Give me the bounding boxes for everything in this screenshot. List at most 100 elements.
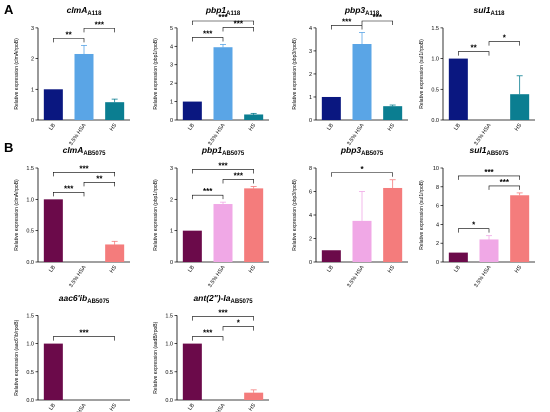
x-tick-label: LB (453, 122, 462, 131)
significance-bracket (331, 25, 363, 30)
x-tick-label: LB (453, 264, 462, 273)
significance-label: ** (96, 174, 103, 183)
y-axis-label: Relative expression (aac6'ib/rpoB) (14, 319, 20, 395)
significance-bracket (53, 38, 85, 43)
bar-1 (448, 58, 468, 120)
y-tick-label: 0.5 (165, 370, 173, 376)
y-tick-label: 1 (309, 95, 312, 101)
x-tick-label: LB (187, 264, 196, 273)
x-tick-label: LB (187, 122, 196, 131)
y-tick-label: 0.0 (26, 398, 34, 404)
bar-3 (244, 188, 264, 262)
chart-title-gene: pbp3 (340, 145, 362, 155)
chart-title: sul1AB5075 (469, 145, 509, 157)
significance-label: * (237, 319, 241, 328)
y-axis-label: Relative expression (sul1/rpoB) (419, 180, 425, 250)
significance-label: *** (218, 13, 228, 22)
x-tick-label: 3.5% HSA (473, 264, 493, 288)
bar-2 (213, 47, 233, 120)
y-tick-label: 0.0 (26, 260, 34, 266)
chart-title: clmAAB5075 (63, 145, 106, 157)
bar-1 (43, 89, 63, 120)
bar-1 (182, 230, 202, 262)
y-tick-label: 2 (170, 197, 173, 203)
significance-label: *** (234, 19, 244, 28)
x-tick-label: HS (248, 122, 257, 132)
chart-title-strain: AB5075 (361, 151, 384, 157)
x-tick-label: 3.5% HSA (207, 264, 227, 288)
chart-5: clmAAB5075 0.0 0.5 1.0 1.5 Relative expressio… (14, 145, 130, 289)
y-tick-label: 2 (436, 241, 439, 247)
bar-2 (74, 53, 94, 120)
significance-label: * (360, 165, 364, 174)
significance-bracket (192, 37, 224, 42)
significance-label: *** (373, 13, 383, 22)
y-tick-label: 1 (170, 100, 173, 106)
significance-bracket (488, 41, 520, 46)
bar-1 (448, 252, 468, 262)
y-tick-label: 2 (309, 72, 312, 78)
y-tick-label: 2 (31, 57, 34, 63)
chart-2: pbp1A118 0 1 2 3 4 5 Relative expression (pbp1/… (153, 5, 269, 147)
x-tick-label: HS (109, 402, 118, 412)
bar-3 (244, 392, 264, 400)
chart-title-gene: sul1 (473, 5, 490, 15)
y-tick-label: 1.0 (26, 197, 34, 203)
bar-3 (510, 195, 530, 262)
chart-8: sul1AB5075 0 2 4 6 8 10 Relative expression (su… (419, 145, 535, 289)
significance-label: *** (203, 187, 213, 196)
x-tick-label: LB (326, 122, 335, 131)
significance-label: *** (234, 171, 244, 180)
significance-bracket (83, 182, 115, 187)
x-tick-label: HS (514, 122, 523, 132)
y-tick-label: 5 (170, 26, 173, 32)
x-tick-label: 3.5% HSA (207, 402, 227, 412)
bar-1 (43, 343, 63, 400)
chart-title-strain: AB5075 (487, 151, 510, 157)
y-tick-label: 1.5 (26, 313, 34, 319)
x-tick-label: LB (48, 402, 57, 411)
significance-bracket (192, 194, 224, 200)
y-tick-label: 8 (436, 185, 439, 191)
x-tick-label: HS (387, 122, 396, 132)
y-tick-label: 10 (433, 166, 439, 172)
significance-bracket (192, 316, 254, 321)
chart-title: sul1A118 (473, 5, 505, 17)
y-tick-label: 1.5 (431, 26, 439, 32)
x-tick-label: 3.5% HSA (346, 264, 366, 288)
bar-2 (479, 239, 499, 262)
significance-bracket (222, 326, 254, 331)
chart-title-gene: sul1 (469, 145, 486, 155)
chart-title: ant(2")-IaAB5075 (193, 293, 253, 305)
bar-1 (321, 96, 341, 120)
significance-bracket (458, 175, 520, 180)
significance-label: *** (203, 29, 213, 38)
x-tick-label: HS (387, 264, 396, 274)
significance-bracket (361, 20, 393, 25)
significance-label: ** (66, 30, 73, 39)
chart-title: aac6'ibAB5075 (59, 293, 110, 305)
significance-label: *** (64, 184, 74, 193)
significance-label: ** (471, 44, 478, 53)
significance-bracket (458, 51, 490, 56)
y-axis-label: Relative expression (pbp3/rpoB) (292, 179, 298, 251)
chart-title-strain: AB5075 (87, 299, 110, 305)
chart-9: aac6'ibAB5075 0.0 0.5 1.0 1.5 Relative expres… (14, 293, 130, 412)
chart-title-strain: A118 (226, 11, 241, 17)
bar-1 (321, 250, 341, 262)
chart-title: pbp1AB5075 (201, 145, 245, 157)
chart-10: ant(2")-IaAB5075 0.0 0.5 1.0 1.5 Relative exp… (153, 293, 269, 412)
chart-title-strain: AB5075 (222, 151, 245, 157)
chart-title-gene: clmA (63, 145, 84, 155)
panel-label-b: B (4, 140, 13, 155)
chart-title-gene: clmA (67, 5, 88, 15)
chart-title: pbp3AB5075 (340, 145, 384, 157)
significance-label: *** (500, 178, 510, 187)
x-tick-label: 3.5% HSA (68, 264, 88, 288)
chart-title-gene: aac6'ib (59, 293, 87, 303)
bar-3 (105, 102, 125, 120)
significance-bracket (192, 336, 224, 341)
y-tick-label: 2 (309, 237, 312, 243)
